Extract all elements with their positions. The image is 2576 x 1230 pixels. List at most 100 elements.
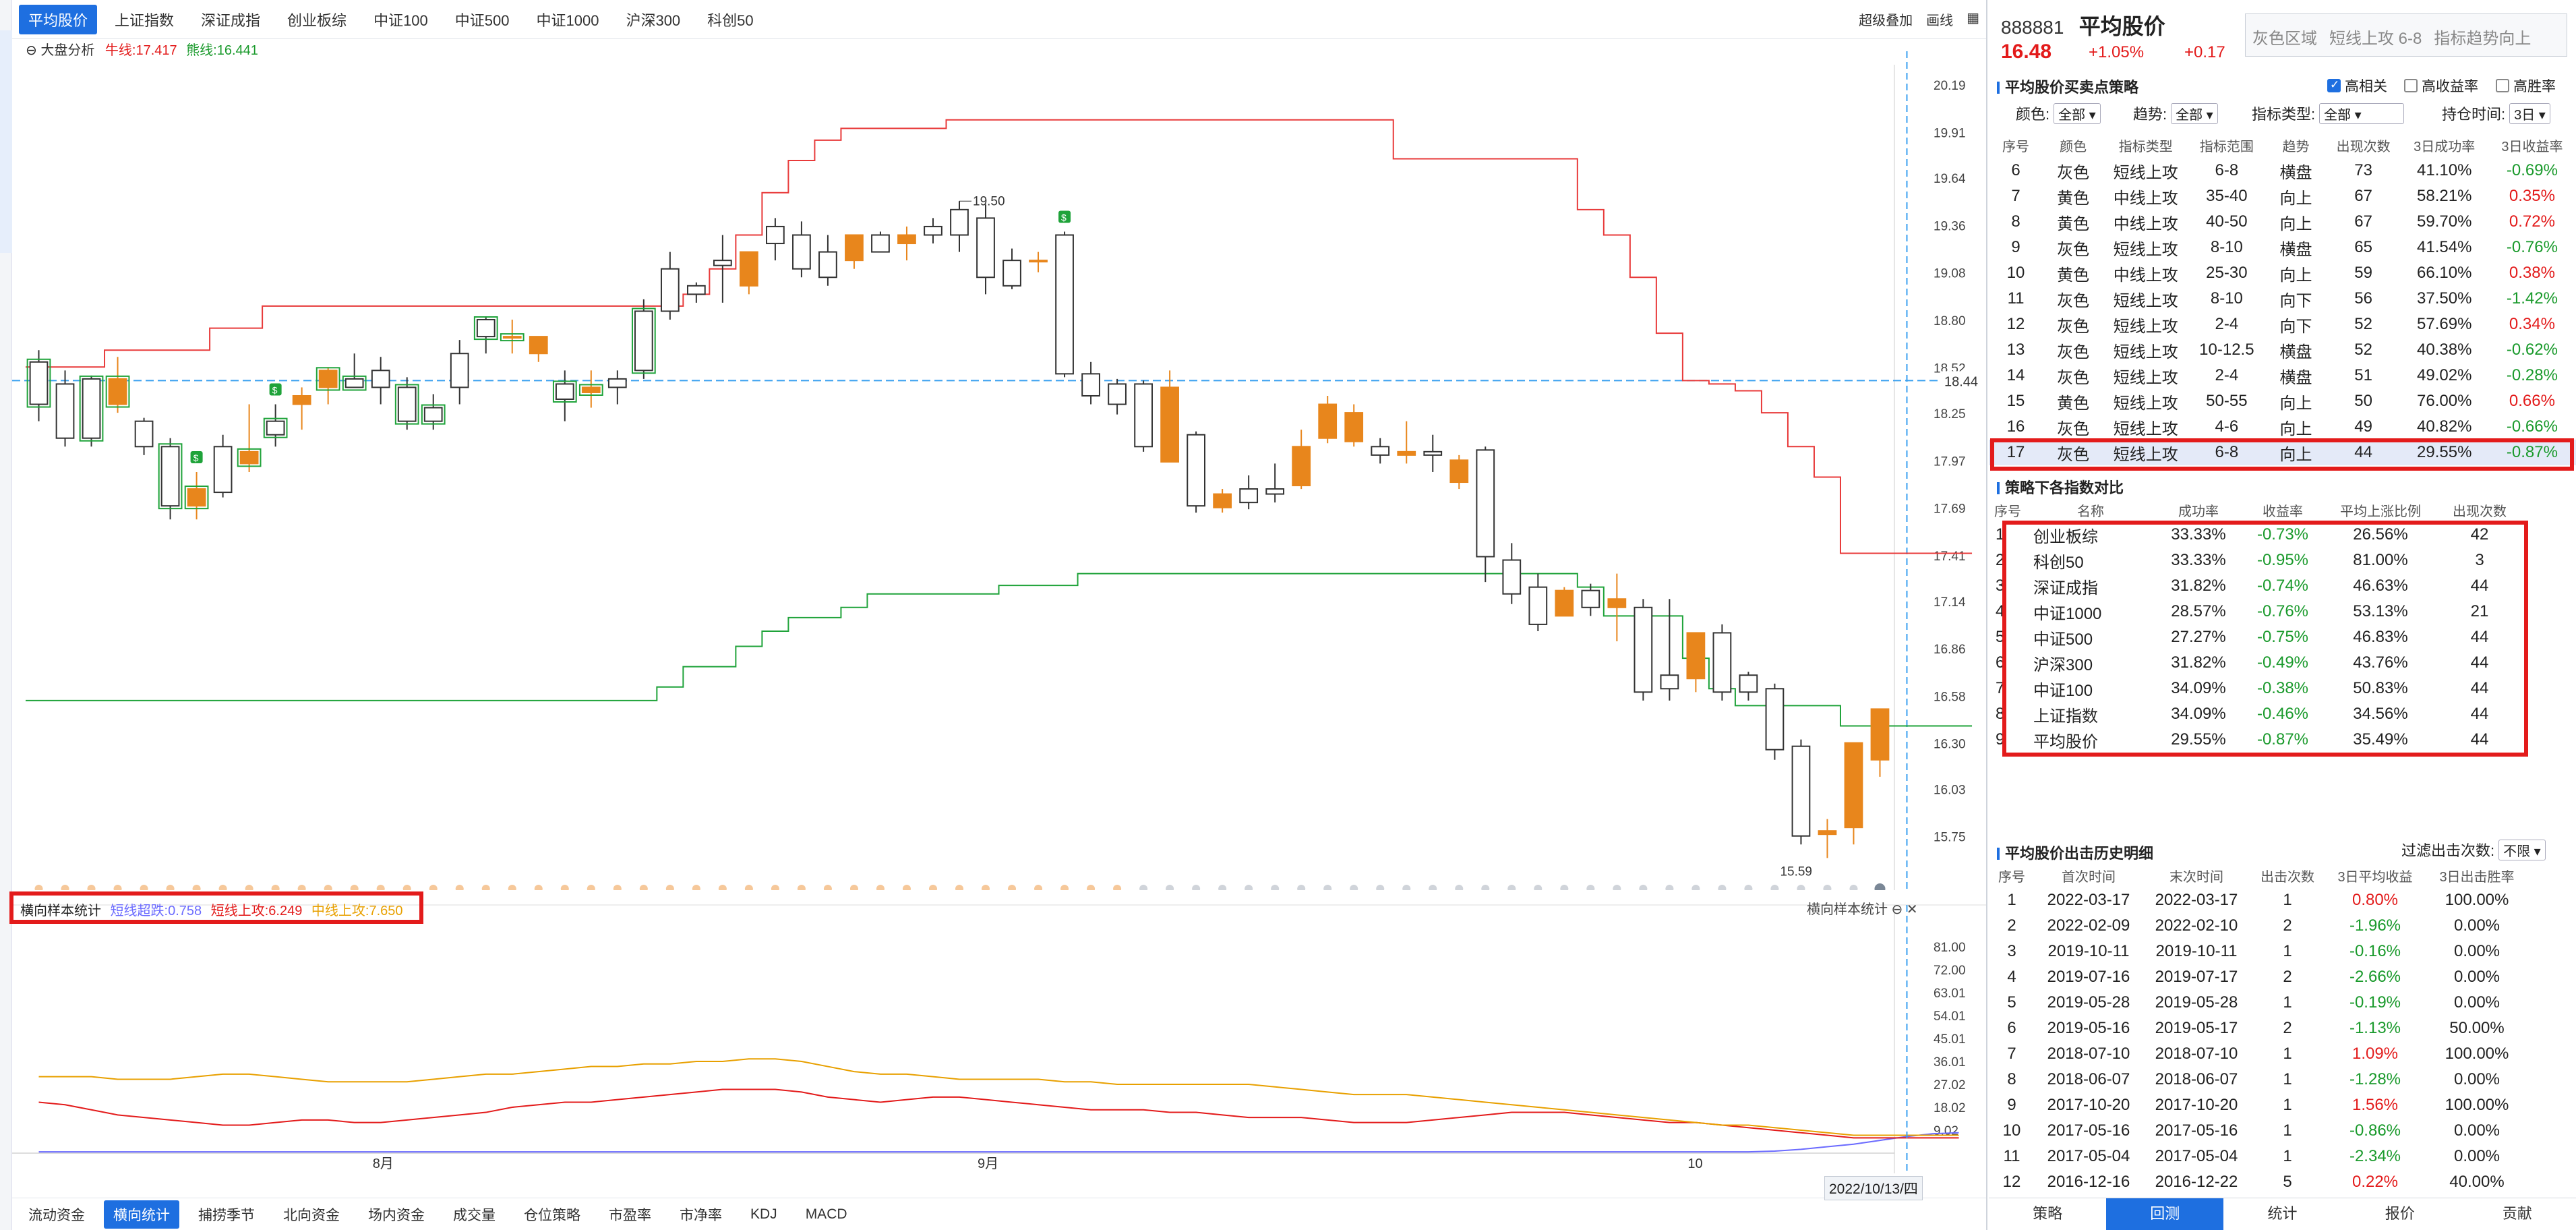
column-header[interactable]: 序号 — [2002, 139, 2030, 154]
table-row[interactable]: 4 中证1000 28.57% -0.76% 53.13% 21 — [1989, 599, 2521, 624]
timeline-dot[interactable] — [902, 885, 911, 890]
candle[interactable] — [897, 226, 916, 261]
column-header[interactable]: 名称 — [2077, 504, 2104, 519]
table-row[interactable]: 3 深证成指 31.82% -0.74% 46.63% 44 — [1989, 573, 2521, 599]
candle[interactable] — [950, 201, 969, 252]
table-row[interactable]: 3 2019-10-11 2019-10-11 1 -0.16% 0.00% — [1989, 939, 2528, 964]
timeline-dot[interactable] — [402, 885, 411, 890]
column-header[interactable]: 3日平均收益 — [2337, 869, 2413, 885]
candle[interactable] — [342, 353, 367, 391]
candle[interactable] — [845, 234, 864, 269]
table-row[interactable]: 9 平均股价 29.55% -0.87% 35.49% 44 — [1989, 727, 2521, 753]
candle[interactable] — [1292, 430, 1311, 490]
timeline-dot[interactable] — [1455, 885, 1464, 890]
column-header[interactable]: 末次时间 — [2169, 869, 2223, 885]
column-header[interactable]: 出现次数 — [2336, 139, 2391, 154]
timeline-dot[interactable] — [1008, 885, 1017, 890]
timeline-dot[interactable] — [218, 885, 227, 890]
timeline-dot[interactable] — [297, 885, 306, 890]
column-header[interactable]: 出现次数 — [2453, 504, 2507, 519]
candle[interactable] — [1555, 587, 1574, 617]
indicator-tab[interactable]: 市净率 — [680, 1207, 722, 1223]
timeline-dot[interactable] — [166, 885, 175, 890]
timeline-dot[interactable] — [1376, 885, 1385, 890]
timeline-dot[interactable] — [692, 885, 700, 890]
checkbox-icon[interactable] — [2496, 79, 2509, 92]
table-row[interactable]: 11 灰色 短线上攻 8-10 向下 56 37.50% -1.42% — [1989, 286, 2576, 312]
timeline-dot[interactable] — [245, 885, 253, 890]
timeline-dot[interactable] — [1718, 885, 1727, 890]
timeline-dot[interactable] — [1297, 885, 1306, 890]
timeline-dot[interactable] — [113, 885, 122, 890]
table-row[interactable]: 8 上证指数 34.09% -0.46% 34.56% 44 — [1989, 701, 2521, 727]
timeline-dot[interactable] — [1507, 885, 1516, 890]
candle[interactable] — [1844, 742, 1863, 845]
timeline-dot[interactable] — [140, 885, 148, 890]
candle[interactable] — [1581, 583, 1600, 616]
candle[interactable] — [1213, 489, 1232, 513]
timeline-dot[interactable] — [455, 885, 464, 890]
timeline-dot[interactable] — [771, 885, 779, 890]
table-row[interactable]: 6 灰色 短线上攻 6-8 横盘 73 41.10% -0.69% — [1989, 158, 2576, 183]
table-row[interactable]: 9 2017-10-20 2017-10-20 1 1.56% 100.00% — [1989, 1092, 2528, 1118]
candle[interactable] — [1108, 378, 1127, 415]
timeline-dot[interactable] — [376, 885, 385, 890]
timeline-dot[interactable] — [1350, 885, 1358, 890]
candle[interactable] — [1528, 573, 1548, 631]
panel-tab[interactable]: 贡献 — [2502, 1205, 2532, 1222]
candle[interactable] — [1239, 475, 1259, 510]
candle[interactable] — [1686, 632, 1706, 693]
table-row[interactable]: 7 中证100 34.09% -0.38% 50.83% 44 — [1989, 676, 2521, 701]
column-header[interactable]: 趋势 — [2282, 139, 2310, 154]
table-row[interactable]: 5 2019-05-28 2019-05-28 1 -0.19% 0.00% — [1989, 990, 2528, 1016]
candle[interactable] — [26, 350, 51, 421]
timeline-dot[interactable] — [1639, 885, 1648, 890]
timeline-dot[interactable] — [1770, 885, 1779, 890]
index-tab[interactable]: 沪深300 — [626, 11, 681, 29]
index-tab[interactable]: 科创50 — [707, 11, 754, 29]
candle[interactable] — [213, 434, 233, 498]
timeline-dot[interactable] — [1087, 885, 1096, 890]
check-high-return[interactable]: 高收益率 — [2404, 76, 2478, 96]
candle[interactable] — [871, 231, 890, 253]
signal-marker[interactable]: $ — [269, 383, 282, 396]
table-row[interactable]: 7 黄色 中线上攻 35-40 向上 67 58.21% 0.35% — [1989, 183, 2576, 209]
table-row[interactable]: 7 2018-07-10 2018-07-10 1 1.09% 100.00% — [1989, 1041, 2528, 1067]
table-row[interactable]: 1 2022-03-17 2022-03-17 1 0.80% 100.00% — [1989, 887, 2528, 913]
indicator-tab[interactable]: KDJ — [750, 1206, 777, 1222]
indicator-tab[interactable]: 流动资金 — [28, 1207, 85, 1223]
timeline-dot[interactable] — [429, 885, 438, 890]
indicator-tab[interactable]: 捕捞季节 — [198, 1207, 255, 1223]
timeline-dot[interactable] — [1534, 885, 1542, 890]
index-tab[interactable]: 中证500 — [454, 11, 510, 29]
candle[interactable] — [818, 235, 837, 286]
column-header[interactable]: 成功率 — [2178, 504, 2219, 519]
candle[interactable] — [1187, 431, 1206, 513]
timeline-dot[interactable] — [1402, 885, 1411, 890]
table-row[interactable]: 9 灰色 短线上攻 8-10 横盘 65 41.54% -0.76% — [1989, 235, 2576, 260]
indicator-tab[interactable]: 横向统计 — [104, 1200, 179, 1229]
timeline-dot[interactable] — [1613, 885, 1621, 890]
timeline-dot[interactable] — [1797, 885, 1805, 890]
timeline-dot[interactable] — [1744, 885, 1753, 890]
candle[interactable] — [292, 387, 311, 430]
indicator-tab[interactable]: 北向资金 — [283, 1207, 340, 1223]
timeline-dot[interactable] — [797, 885, 806, 890]
timeline-dot[interactable] — [744, 885, 753, 890]
candle[interactable] — [552, 370, 577, 421]
candle[interactable] — [529, 336, 548, 362]
candle[interactable] — [450, 340, 469, 405]
timeline-dot[interactable] — [1139, 885, 1148, 890]
timeline-dot[interactable] — [613, 885, 622, 890]
column-header[interactable]: 平均上涨比例 — [2340, 504, 2421, 519]
indicator-tab[interactable]: 场内资金 — [368, 1207, 425, 1223]
signal-marker[interactable]: $ — [1058, 210, 1071, 223]
timeline-dot[interactable] — [955, 885, 963, 890]
timeline-dot[interactable] — [1823, 885, 1832, 890]
candle[interactable] — [578, 370, 603, 408]
timeline-dot[interactable] — [849, 885, 858, 890]
candle[interactable] — [1055, 231, 1074, 378]
table-row[interactable]: 12 2016-12-16 2016-12-22 5 0.22% 40.00% — [1989, 1169, 2528, 1195]
candle[interactable] — [1160, 370, 1179, 463]
table-row[interactable]: 6 2019-05-16 2019-05-17 2 -1.13% 50.00% — [1989, 1016, 2528, 1041]
